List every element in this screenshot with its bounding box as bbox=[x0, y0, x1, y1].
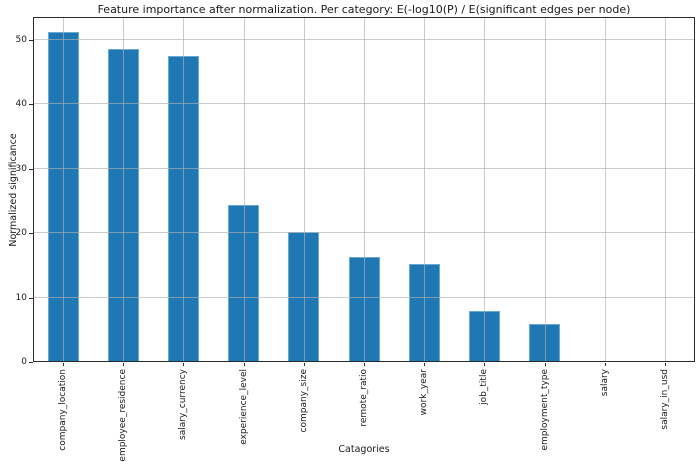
y-tick-mark bbox=[29, 39, 33, 41]
vertical-gridline bbox=[424, 18, 426, 361]
y-tick-label: 0 bbox=[21, 357, 27, 367]
x-axis-label: Catagories bbox=[338, 444, 390, 455]
x-tick-mark bbox=[123, 363, 125, 366]
plot-area bbox=[33, 17, 695, 362]
x-tick-mark bbox=[364, 363, 365, 366]
y-tick-mark bbox=[29, 104, 33, 106]
y-tick-mark bbox=[29, 297, 33, 299]
vertical-gridline bbox=[303, 18, 305, 361]
x-tick-label-job_title: job_title bbox=[479, 369, 490, 405]
y-tick-mark bbox=[29, 362, 33, 363]
horizontal-gridline bbox=[34, 296, 694, 298]
vertical-gridline bbox=[63, 18, 65, 361]
vertical-gridline bbox=[243, 18, 245, 361]
x-tick-mark bbox=[183, 363, 185, 366]
y-tick-label: 50 bbox=[15, 34, 27, 45]
x-tick-mark bbox=[484, 363, 486, 366]
horizontal-gridline bbox=[34, 167, 694, 169]
chart-title: Feature importance after normalization. … bbox=[97, 3, 631, 16]
horizontal-gridline bbox=[34, 232, 694, 234]
x-tick-label-employment_type: employment_type bbox=[539, 369, 550, 451]
x-tick-label-salary: salary bbox=[599, 369, 610, 397]
vertical-gridline bbox=[484, 18, 486, 361]
y-tick-label: 20 bbox=[15, 228, 27, 239]
vertical-gridline bbox=[364, 18, 365, 361]
horizontal-gridline bbox=[34, 38, 694, 40]
x-tick-label-experience_level: experience_level bbox=[238, 369, 249, 445]
x-tick-label-company_size: company_size bbox=[298, 369, 309, 433]
vertical-gridline bbox=[544, 18, 546, 361]
x-tick-mark bbox=[243, 363, 245, 366]
vertical-gridline bbox=[123, 18, 125, 361]
vertical-gridline bbox=[604, 18, 606, 361]
y-tick-label: 40 bbox=[15, 99, 27, 110]
x-tick-label-employee_residence: employee_residence bbox=[118, 369, 129, 462]
y-tick-label: 10 bbox=[15, 292, 27, 303]
x-tick-mark bbox=[544, 363, 546, 366]
horizontal-gridline bbox=[34, 103, 694, 105]
x-tick-label-work_year: work_year bbox=[419, 369, 430, 416]
y-tick-mark bbox=[29, 168, 33, 170]
x-tick-label-remote_ratio: remote_ratio bbox=[359, 369, 369, 427]
grid-layer bbox=[34, 18, 694, 361]
x-tick-mark bbox=[664, 363, 666, 366]
x-tick-mark bbox=[63, 363, 65, 366]
vertical-gridline bbox=[664, 18, 666, 361]
x-tick-label-company_location: company_location bbox=[58, 369, 69, 451]
x-tick-mark bbox=[604, 363, 606, 366]
x-tick-label-salary_in_usd: salary_in_usd bbox=[659, 369, 670, 430]
y-tick-label: 30 bbox=[15, 163, 27, 174]
x-tick-mark bbox=[303, 363, 305, 366]
x-tick-label-salary_currency: salary_currency bbox=[178, 369, 189, 440]
y-tick-mark bbox=[29, 233, 33, 235]
vertical-gridline bbox=[183, 18, 185, 361]
x-tick-mark bbox=[424, 363, 426, 366]
